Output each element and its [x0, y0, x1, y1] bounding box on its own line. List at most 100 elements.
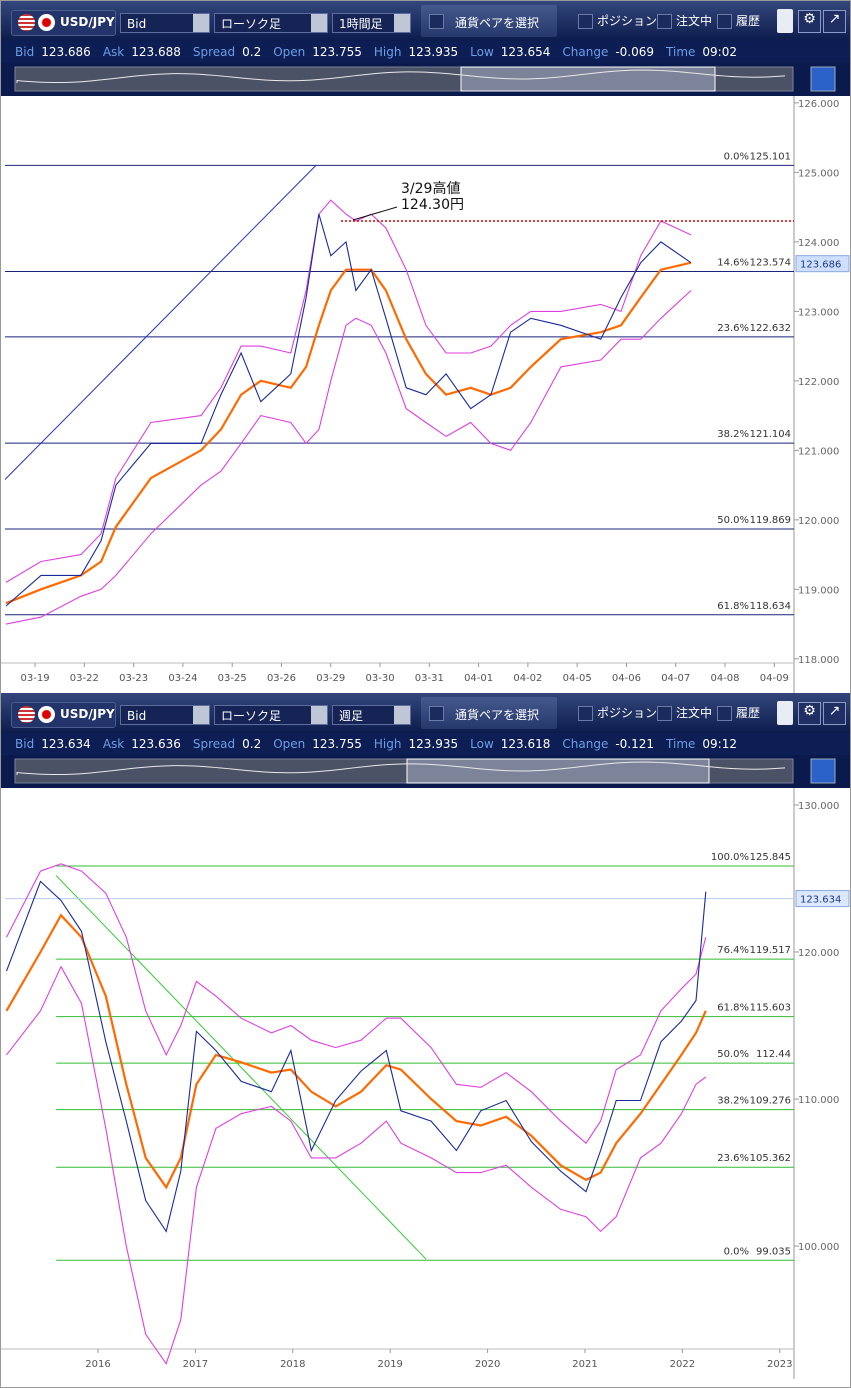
- x-tick-label: 2022: [670, 1359, 695, 1370]
- quote-label: Bid: [15, 737, 35, 751]
- quote-label: Low: [470, 737, 494, 751]
- quote-label: Ask: [102, 45, 125, 59]
- current-price: 123.686: [800, 260, 841, 271]
- current-price-box: [795, 890, 850, 908]
- x-tick-label: 03-19: [21, 673, 50, 684]
- fib-value: 125.845: [750, 852, 791, 863]
- symbol-box[interactable]: USD/JPY: [11, 10, 116, 36]
- navigator-window[interactable]: [406, 758, 710, 784]
- y-tick-label: 120.000: [798, 516, 839, 527]
- quote-value: 123.755: [312, 737, 362, 751]
- annotation-arrow: [352, 206, 398, 221]
- x-tick-label: 04-01: [464, 673, 493, 684]
- navigator-strip: [14, 66, 836, 92]
- quote-label: Low: [470, 45, 494, 59]
- x-tick-label: 03-29: [316, 673, 345, 684]
- y-tick-label: 110.000: [798, 1095, 839, 1106]
- settings-button[interactable]: ⚙: [798, 10, 821, 33]
- checkbox-label: 注文中: [676, 706, 713, 720]
- y-tick-label: 100.000: [798, 1242, 839, 1253]
- quote-value: 123.935: [408, 737, 459, 751]
- zoom-button[interactable]: [810, 758, 836, 784]
- x-tick-label: 2017: [183, 1359, 208, 1370]
- dropdown[interactable]: 週足: [332, 705, 411, 725]
- chart: 100.000 110.000 120.000 130.000 2016 2017 2018…: [1, 788, 850, 1379]
- dropdown-arrow: [193, 14, 209, 32]
- fib-value: 121.104: [750, 429, 791, 440]
- x-tick-label: 03-23: [119, 673, 148, 684]
- flag-us: [18, 706, 35, 723]
- trendline: [4, 164, 317, 480]
- pair-select[interactable]: 通貨ペアを選択: [421, 5, 557, 37]
- pair-select[interactable]: 通貨ペアを選択: [421, 697, 557, 729]
- navigator: [1, 755, 850, 788]
- dropdown-arrow: [193, 706, 209, 724]
- x-tick-label: 2018: [280, 1359, 305, 1370]
- quote-label: Spread: [192, 45, 236, 59]
- y-tick-label: 123.000: [798, 307, 839, 318]
- quote-value: -0.121: [615, 737, 655, 751]
- fib-value: 125.101: [750, 151, 791, 162]
- popout-button[interactable]: ↗: [823, 702, 846, 725]
- x-tick-label: 2023: [767, 1359, 792, 1370]
- quote-value: 09:12: [702, 737, 737, 751]
- zoom-button[interactable]: [810, 66, 836, 92]
- symbol: USD/JPY: [60, 15, 115, 29]
- dropdown[interactable]: Bid: [120, 13, 210, 33]
- quote-value: 123.686: [41, 45, 91, 59]
- checkbox[interactable]: [657, 706, 672, 721]
- quote-label: Time: [666, 737, 696, 751]
- x-tick-label: 03-25: [218, 673, 247, 684]
- fib-percent: 23.6%: [717, 1153, 749, 1164]
- quote-label: Time: [666, 45, 696, 59]
- chart: 118.000 119.000 120.000 121.000 122.000 123.0…: [1, 96, 850, 693]
- dropdown[interactable]: ローソク足: [214, 705, 328, 725]
- fib-percent: 38.2%: [717, 1096, 749, 1107]
- y-tick-label: 126.000: [798, 99, 839, 110]
- quote-bar: Bid 123.634 Ask 123.636 Spread 0.2 Open 123.755…: [1, 733, 850, 755]
- dropdown[interactable]: Bid: [120, 705, 210, 725]
- checkbox-label: 履歴: [736, 14, 761, 28]
- dropdown-text: ローソク足: [221, 17, 282, 31]
- dropdown-arrow: [394, 14, 410, 32]
- y-tick-label: 122.000: [798, 377, 839, 388]
- toolbar: USD/JPY Bid ローソク足 週足 通貨ペアを選択 ポジション 注文中 履歴 ⚙ ↗: [1, 693, 850, 733]
- dropdown[interactable]: ローソク足: [214, 13, 328, 33]
- fib-percent: 50.0%: [717, 515, 749, 526]
- checkbox[interactable]: [578, 706, 593, 721]
- x-tick-label: 2016: [85, 1359, 110, 1370]
- popout-button[interactable]: ↗: [823, 10, 846, 33]
- quote-value: 123.935: [408, 45, 459, 59]
- fib-value: 119.869: [750, 515, 791, 526]
- menu-button[interactable]: [777, 9, 793, 33]
- quote-label: Open: [273, 45, 306, 59]
- checkbox[interactable]: [578, 14, 593, 29]
- checkbox[interactable]: [717, 706, 732, 721]
- fib-value: 99.035: [756, 1246, 791, 1257]
- chart-panel: USD/JPY Bid ローソク足 1時間足 通貨ペアを選択 ポジション 注文中 履歴 ⚙ ↗ Bi…: [1, 1, 850, 693]
- dropdown-text: Bid: [127, 17, 147, 31]
- x-tick-label: 03-24: [168, 673, 197, 684]
- quote-value: 123.618: [500, 737, 551, 751]
- checkbox[interactable]: [657, 14, 672, 29]
- x-tick-label: 2019: [377, 1359, 402, 1370]
- menu-button[interactable]: [777, 701, 793, 725]
- navigator-line: [16, 69, 786, 84]
- quote-label: High: [373, 737, 402, 751]
- fib-value: 115.603: [750, 1003, 791, 1014]
- dropdown-text: 1時間足: [339, 17, 383, 31]
- checkbox[interactable]: [717, 14, 732, 29]
- dropdown[interactable]: 1時間足: [332, 13, 411, 33]
- trendline: [55, 875, 427, 1260]
- fib-value: 112.44: [756, 1049, 791, 1060]
- navigator-window[interactable]: [460, 66, 716, 92]
- checkbox: [429, 14, 444, 29]
- x-tick-label: 03-31: [415, 673, 444, 684]
- x-tick-label: 03-26: [267, 673, 296, 684]
- settings-button[interactable]: ⚙: [798, 702, 821, 725]
- bollinger-band: [6, 863, 707, 1145]
- navigator: [1, 63, 850, 96]
- quote-value: -0.069: [615, 45, 655, 59]
- symbol-box[interactable]: USD/JPY: [11, 702, 116, 728]
- x-tick-label: 04-06: [612, 673, 641, 684]
